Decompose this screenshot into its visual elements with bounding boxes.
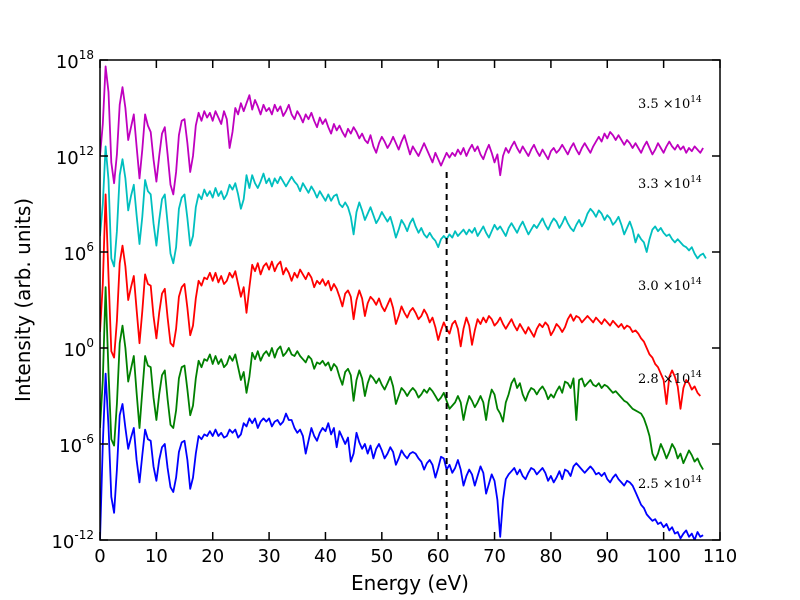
x-axis-label: Energy (eV): [351, 571, 469, 595]
series-layer: [100, 65, 707, 540]
series-label-3: 3.3 ×1014: [638, 175, 702, 192]
x-tick-label: 50: [370, 546, 393, 567]
series-line-4: [100, 65, 704, 196]
x-tick-label: 110: [703, 546, 737, 567]
x-tick-label: 60: [427, 546, 450, 567]
series-line-2: [100, 193, 701, 410]
series-line-3: [100, 145, 707, 268]
series-line-0: [100, 372, 704, 540]
series-label-0: 2.5 ×1014: [638, 475, 702, 492]
x-tick-label: 0: [94, 546, 105, 567]
y-tick-label: 106: [63, 240, 94, 265]
x-tick-label: 10: [145, 546, 168, 567]
x-tick-label: 80: [539, 546, 562, 567]
x-tick-label: 20: [201, 546, 224, 567]
plot-frame: [99, 59, 721, 541]
axis-ticks: 0 10 20 30 40 50 60 70 80 90 100 110 1018 1012 106 100 1…: [51, 48, 737, 567]
y-tick-label: 1012: [56, 144, 94, 169]
y-tick-label: 1018: [56, 48, 94, 73]
y-axis-label: Intensity (arb. units): [11, 198, 35, 402]
x-tick-label: 40: [314, 546, 337, 567]
y-tick-label: 10-12: [51, 528, 94, 553]
series-label-4: 3.5 ×1014: [638, 95, 702, 112]
series-labels: 2.5 ×1014 2.8 ×1014 3.0 ×1014 3.3 ×1014 3.5 …: [638, 95, 702, 492]
series-label-1: 2.8 ×1014: [638, 370, 702, 387]
y-tick-label: 100: [63, 336, 94, 361]
series-line-1: [100, 286, 704, 471]
series-label-2: 3.0 ×1014: [638, 277, 702, 294]
x-tick-label: 70: [483, 546, 506, 567]
x-tick-label: 30: [258, 546, 281, 567]
y-tick-label: 10-6: [59, 432, 94, 457]
x-tick-label: 90: [596, 546, 619, 567]
x-tick-label: 100: [646, 546, 680, 567]
